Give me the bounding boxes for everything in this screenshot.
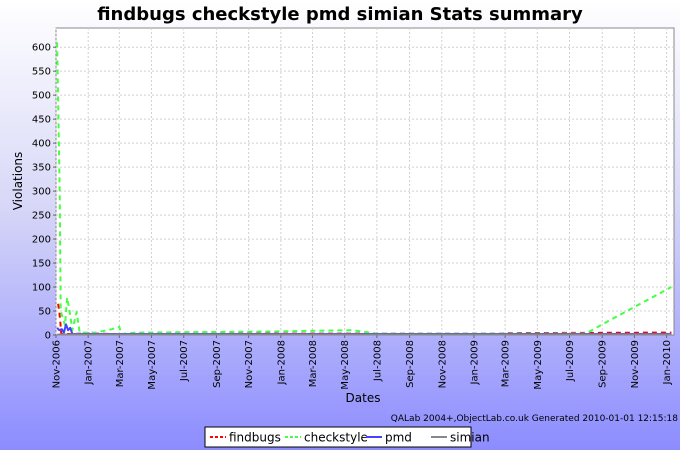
x-tick-label: Sep-2007 xyxy=(212,340,223,388)
x-tick-label: Jan-2008 xyxy=(276,340,287,385)
y-tick-label: 550 xyxy=(32,67,51,78)
x-tick-label: Jul-2008 xyxy=(372,340,383,382)
y-tick-label: 500 xyxy=(32,91,51,102)
series-lines xyxy=(56,42,672,336)
x-tick-label: May-2007 xyxy=(147,340,158,390)
x-tick-label: Nov-2007 xyxy=(244,340,255,388)
x-tick-label: Mar-2008 xyxy=(308,340,319,387)
x-axis-label: Dates xyxy=(346,391,381,405)
y-tick-label: 200 xyxy=(32,235,51,246)
x-tick-label: May-2008 xyxy=(340,340,351,390)
legend-label-simian: simian xyxy=(450,431,490,445)
y-axis: 0 50 100 150 200 250 300 350 400 450 500 550 600 xyxy=(32,43,56,342)
x-tick-label: Jul-2009 xyxy=(565,340,576,382)
x-tick-label: Jan-2009 xyxy=(469,340,480,385)
chart-title: findbugs checkstyle pmd simian Stats sum… xyxy=(97,4,583,25)
legend: findbugs checkstyle pmd simian xyxy=(204,426,490,448)
legend-label-findbugs: findbugs xyxy=(229,431,281,445)
x-tick-label: Mar-2009 xyxy=(501,340,512,387)
y-tick-label: 100 xyxy=(32,283,51,294)
grid xyxy=(55,28,674,335)
y-tick-label: 150 xyxy=(32,259,51,270)
plot-area xyxy=(55,27,675,336)
legend-label-checkstyle: checkstyle xyxy=(304,431,368,445)
y-tick-label: 350 xyxy=(32,163,51,174)
x-tick-label: Nov-2006 xyxy=(52,340,63,388)
footer-credit: QALab 2004+,ObjectLab.co.uk Generated 20… xyxy=(391,414,678,424)
y-tick-label: 50 xyxy=(38,307,51,318)
y-tick-label: 600 xyxy=(32,43,51,54)
x-tick-label: Jan-2007 xyxy=(84,340,95,385)
x-tick-label: Sep-2008 xyxy=(405,340,416,388)
y-axis-label: Violations xyxy=(11,152,25,211)
x-tick-label: Jan-2010 xyxy=(662,340,673,385)
x-tick-label: Nov-2009 xyxy=(630,340,641,388)
x-tick-label: Mar-2007 xyxy=(115,340,126,387)
y-tick-label: 300 xyxy=(32,187,51,198)
x-tick-label: May-2009 xyxy=(533,340,544,390)
x-tick-label: Jul-2007 xyxy=(179,340,190,382)
legend-label-pmd: pmd xyxy=(385,431,412,445)
y-tick-label: 450 xyxy=(32,115,51,126)
y-tick-label: 400 xyxy=(32,139,51,150)
y-tick-label: 0 xyxy=(45,331,51,342)
y-tick-label: 250 xyxy=(32,211,51,222)
x-axis: Nov-2006 Jan-2007 Mar-2007 May-2007 Jul-2007… xyxy=(52,335,673,390)
x-tick-label: Sep-2009 xyxy=(598,340,609,388)
legend-box xyxy=(204,426,472,448)
x-tick-label: Nov-2008 xyxy=(437,340,448,388)
